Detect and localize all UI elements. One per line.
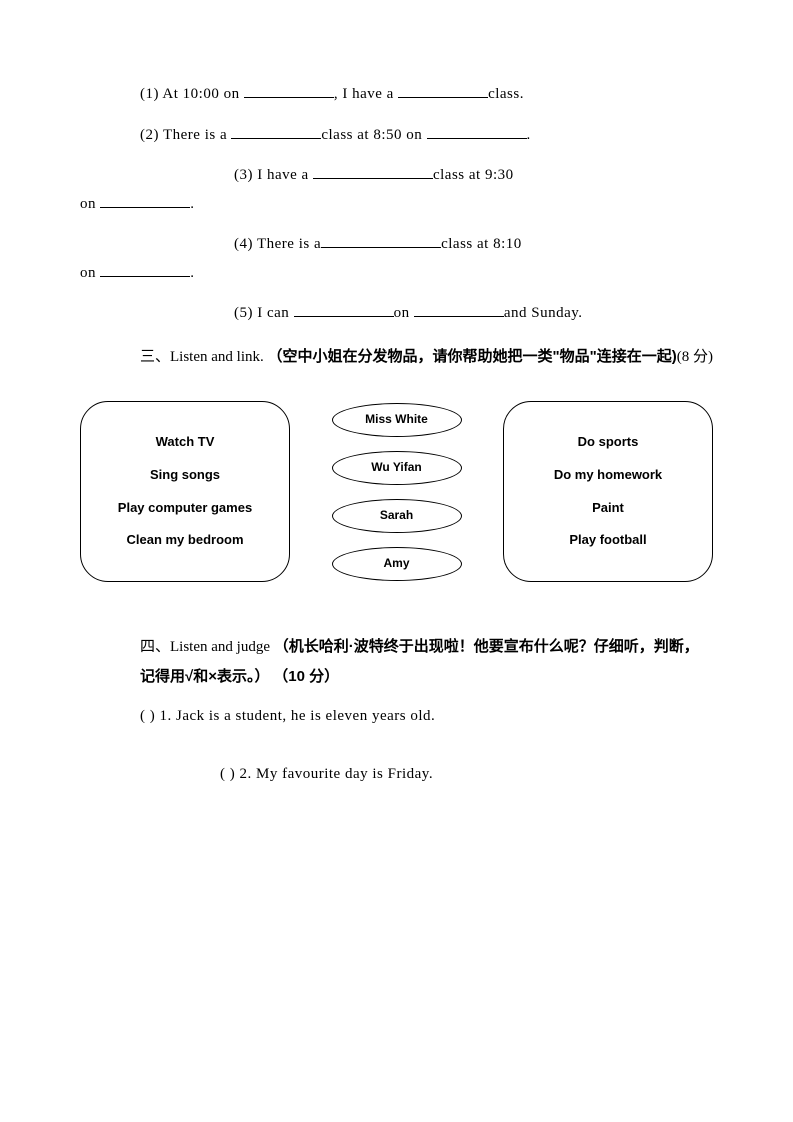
fill-q4-a: (4) There is a bbox=[234, 236, 321, 252]
list-item: Watch TV bbox=[91, 430, 279, 455]
blank[interactable] bbox=[313, 164, 433, 179]
fill-q3-a: (3) I have a bbox=[234, 167, 313, 183]
fill-q2: (2) There is a class at 8:50 on . bbox=[80, 121, 713, 150]
section3-head: 三、Listen and link. （空中小姐在分发物品，请你帮助她把一类"物… bbox=[80, 342, 713, 372]
blank[interactable] bbox=[244, 83, 334, 98]
fill-q2-c: . bbox=[527, 127, 531, 143]
fill-q5-b: on bbox=[394, 305, 414, 321]
section4-lead: 四、Listen and judge bbox=[140, 639, 274, 655]
list-item: Do my homework bbox=[514, 463, 702, 488]
fill-q5-a: (5) I can bbox=[234, 305, 294, 321]
fill-q1-c: class. bbox=[488, 86, 524, 102]
fill-q3: (3) I have a class at 9:30 bbox=[80, 161, 713, 190]
fill-q3-b: class at 9:30 bbox=[433, 167, 514, 183]
fill-q4-on: on . bbox=[80, 259, 713, 288]
blank[interactable] bbox=[427, 124, 527, 139]
list-item: Do sports bbox=[514, 430, 702, 455]
judge-q1: ( ) 1. Jack is a student, he is eleven y… bbox=[80, 702, 713, 731]
left-box: Watch TV Sing songs Play computer games … bbox=[80, 401, 290, 582]
fill-q4-b: class at 8:10 bbox=[441, 236, 522, 252]
fill-q3-on-t: on bbox=[80, 196, 100, 212]
fill-q4-c: . bbox=[190, 265, 194, 281]
list-item: Clean my bedroom bbox=[91, 528, 279, 553]
blank[interactable] bbox=[294, 302, 394, 317]
list-item: Paint bbox=[514, 496, 702, 521]
fill-q1: (1) At 10:00 on , I have a class. bbox=[80, 80, 713, 109]
blank[interactable] bbox=[398, 83, 488, 98]
section3-desc: （空中小姐在分发物品，请你帮助她把一类"物品"连接在一起) bbox=[268, 348, 677, 365]
blank[interactable] bbox=[231, 124, 321, 139]
link-diagram: Watch TV Sing songs Play computer games … bbox=[80, 392, 713, 592]
fill-q3-c: . bbox=[190, 196, 194, 212]
oval-item: Amy bbox=[332, 547, 462, 581]
oval-item: Sarah bbox=[332, 499, 462, 533]
fill-q4: (4) There is a class at 8:10 bbox=[80, 230, 713, 259]
oval-item: Miss White bbox=[332, 403, 462, 437]
right-box: Do sports Do my homework Paint Play foot… bbox=[503, 401, 713, 582]
fill-q3-on: on . bbox=[80, 190, 713, 219]
fill-q2-a: (2) There is a bbox=[140, 127, 231, 143]
fill-q4-on-t: on bbox=[80, 265, 100, 281]
list-item: Play computer games bbox=[91, 496, 279, 521]
section3-lead: 三、Listen and link. bbox=[140, 349, 264, 365]
oval-item: Wu Yifan bbox=[332, 451, 462, 485]
blank[interactable] bbox=[100, 262, 190, 277]
section4-head: 四、Listen and judge （机长哈利·波特终于出现啦！他要宣布什么呢… bbox=[80, 632, 713, 692]
list-item: Sing songs bbox=[91, 463, 279, 488]
judge-q2: ( ) 2. My favourite day is Friday. bbox=[80, 760, 713, 789]
fill-q5-c: and Sunday. bbox=[504, 305, 583, 321]
blank[interactable] bbox=[321, 233, 441, 248]
list-item: Play football bbox=[514, 528, 702, 553]
section4-points: （10 分） bbox=[273, 668, 339, 685]
blank[interactable] bbox=[414, 302, 504, 317]
fill-q1-a: (1) At 10:00 on bbox=[140, 86, 244, 102]
fill-q5: (5) I can on and Sunday. bbox=[80, 299, 713, 328]
fill-q1-b: , I have a bbox=[334, 86, 398, 102]
section3-points: (8 分) bbox=[677, 349, 713, 365]
blank[interactable] bbox=[100, 193, 190, 208]
fill-q2-b: class at 8:50 on bbox=[321, 127, 426, 143]
mid-ovals: Miss White Wu Yifan Sarah Amy bbox=[332, 403, 462, 581]
